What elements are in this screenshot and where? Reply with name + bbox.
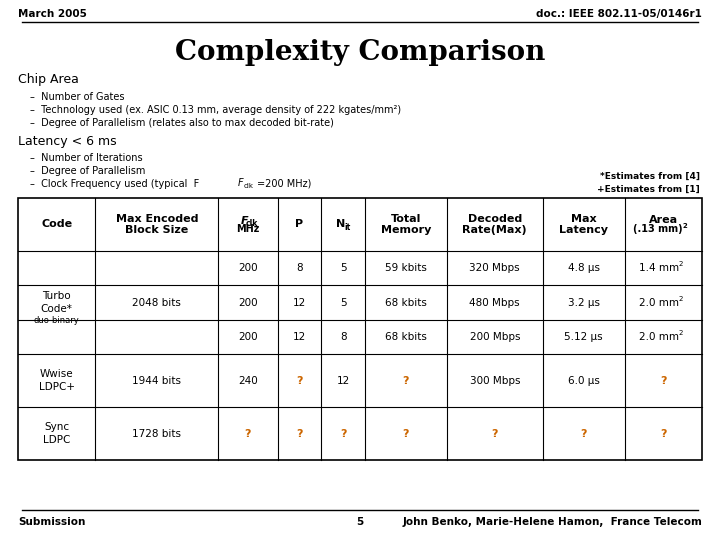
Text: –  Technology used (ex. ASIC 0.13 mm, average density of 222 kgates/mm²): – Technology used (ex. ASIC 0.13 mm, ave… [30, 105, 401, 115]
Text: 2: 2 [683, 224, 688, 230]
Text: March 2005: March 2005 [18, 9, 87, 19]
Text: ?: ? [296, 376, 302, 386]
Text: 2: 2 [678, 295, 683, 301]
Text: –  Degree of Parallelism: – Degree of Parallelism [30, 166, 145, 176]
Text: Sync
LDPC: Sync LDPC [43, 422, 71, 445]
Text: clk: clk [244, 183, 254, 189]
Text: –  Number of Gates: – Number of Gates [30, 92, 125, 102]
Text: F: F [241, 217, 249, 226]
Text: Max Encoded
Block Size: Max Encoded Block Size [116, 214, 198, 235]
Text: 2: 2 [678, 330, 683, 336]
Text: (.13 mm): (.13 mm) [634, 225, 683, 234]
Text: 1.4 mm: 1.4 mm [639, 263, 680, 273]
Text: 59 kbits: 59 kbits [385, 263, 427, 273]
Text: –  Clock Frequency used (typical  F: – Clock Frequency used (typical F [30, 179, 199, 189]
Text: 5.12 μs: 5.12 μs [564, 332, 603, 342]
Text: 2.0 mm: 2.0 mm [639, 332, 679, 342]
Text: 5: 5 [340, 263, 346, 273]
Bar [18, 198, 702, 460]
Text: 12: 12 [293, 332, 306, 342]
Text: 6.0 μs: 6.0 μs [567, 376, 600, 386]
Text: 1944 bits: 1944 bits [132, 376, 181, 386]
Text: Turbo
Code*: Turbo Code* [41, 291, 73, 314]
Text: 300 Mbps: 300 Mbps [469, 376, 520, 386]
Text: F: F [238, 178, 243, 188]
Text: Area: Area [649, 215, 678, 226]
Text: ?: ? [340, 429, 346, 438]
Text: 12: 12 [293, 298, 306, 308]
Text: 200: 200 [238, 263, 258, 273]
Text: 4.8 μs: 4.8 μs [567, 263, 600, 273]
Text: 12: 12 [336, 376, 350, 386]
Text: Decoded
Rate(Max): Decoded Rate(Max) [462, 214, 527, 235]
Text: 5: 5 [340, 298, 346, 308]
Text: *Estimates from [4]
+Estimates from [1]: *Estimates from [4] +Estimates from [1] [598, 172, 700, 194]
Text: ?: ? [402, 429, 409, 438]
Text: 5: 5 [356, 517, 364, 527]
Text: Chip Area: Chip Area [18, 73, 79, 86]
Text: 8: 8 [296, 263, 302, 273]
Text: ?: ? [660, 376, 667, 386]
Text: 2.0 mm: 2.0 mm [639, 298, 679, 308]
Text: clk: clk [246, 219, 258, 228]
Text: –  Degree of Parallelism (relates also to max decoded bit-rate): – Degree of Parallelism (relates also to… [30, 118, 334, 128]
Text: it: it [344, 223, 350, 232]
Text: Complexity Comparison: Complexity Comparison [175, 38, 545, 65]
Text: Code: Code [41, 219, 72, 230]
Text: ?: ? [492, 429, 498, 438]
Text: ?: ? [580, 429, 587, 438]
Text: 1728 bits: 1728 bits [132, 429, 181, 438]
Text: 3.2 μs: 3.2 μs [567, 298, 600, 308]
Text: John Benko, Marie-Helene Hamon,  France Telecom: John Benko, Marie-Helene Hamon, France T… [402, 517, 702, 527]
Text: 2048 bits: 2048 bits [132, 298, 181, 308]
Text: 200 Mbps: 200 Mbps [469, 332, 520, 342]
Text: 2: 2 [678, 261, 683, 267]
Text: 320 Mbps: 320 Mbps [469, 263, 520, 273]
Text: P: P [295, 219, 304, 230]
Text: 200: 200 [238, 332, 258, 342]
Text: 68 kbits: 68 kbits [385, 298, 427, 308]
Text: –  Number of Iterations: – Number of Iterations [30, 153, 143, 163]
Text: MHz: MHz [236, 225, 260, 234]
Text: duo-binary: duo-binary [34, 316, 80, 325]
Text: 8: 8 [340, 332, 346, 342]
Text: 68 kbits: 68 kbits [385, 332, 427, 342]
Text: 480 Mbps: 480 Mbps [469, 298, 520, 308]
Text: =200 MHz): =200 MHz) [257, 179, 311, 189]
Text: ?: ? [296, 429, 302, 438]
Text: 200: 200 [238, 298, 258, 308]
Text: Total
Memory: Total Memory [381, 214, 431, 235]
Text: Submission: Submission [18, 517, 86, 527]
Text: doc.: IEEE 802.11-05/0146r1: doc.: IEEE 802.11-05/0146r1 [536, 9, 702, 19]
Text: ?: ? [245, 429, 251, 438]
Text: Wwise
LDPC+: Wwise LDPC+ [39, 369, 75, 392]
Text: 240: 240 [238, 376, 258, 386]
Text: ?: ? [660, 429, 667, 438]
Text: ?: ? [402, 376, 409, 386]
Text: Latency < 6 ms: Latency < 6 ms [18, 136, 117, 148]
Text: Max
Latency: Max Latency [559, 214, 608, 235]
Text: N: N [336, 219, 345, 230]
